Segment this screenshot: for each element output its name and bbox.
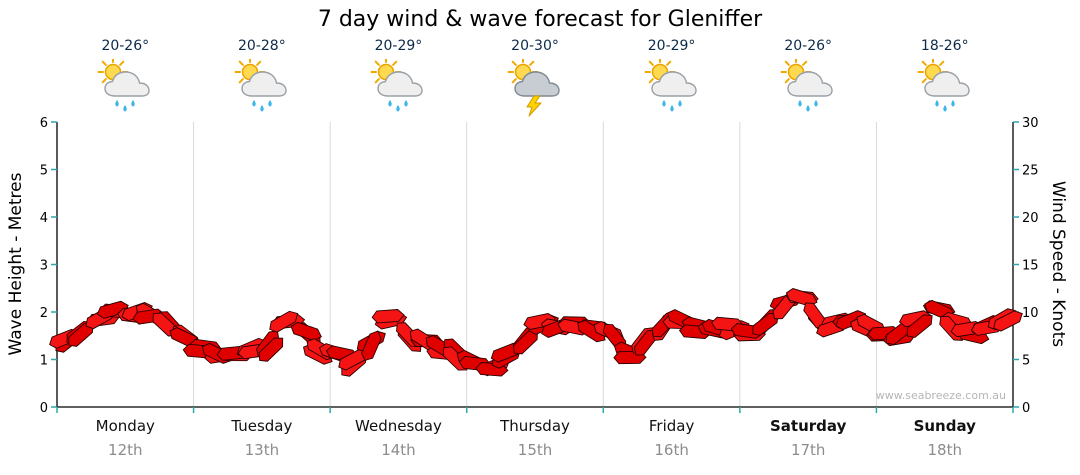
- svg-text:5: 5: [40, 164, 48, 179]
- day-temp: 20-26°: [101, 38, 150, 54]
- svg-text:1: 1: [40, 354, 48, 369]
- wind-wave-band: [49, 288, 1023, 377]
- day-temp: 20-30°: [511, 38, 559, 54]
- day-temp: 20-26°: [784, 38, 833, 54]
- axes: [56, 122, 1014, 408]
- day-dates-row: 12th 13th 14th 15th 16th 17th 18th: [57, 441, 1013, 459]
- sun-cloud-rain-icon: [780, 59, 833, 112]
- day-name: Wednesday: [355, 417, 442, 435]
- sun-cloud-rain-icon: [370, 59, 424, 112]
- svg-text:15: 15: [1022, 259, 1039, 274]
- svg-text:6: 6: [40, 116, 48, 131]
- svg-text:3: 3: [40, 259, 48, 274]
- sun-cloud-rain-icon: [97, 59, 150, 112]
- weather-icon: [194, 59, 331, 117]
- day-date: 14th: [381, 441, 416, 459]
- temperature-row: 20-26° 20-28° 20-29° 20-30° 20-29° 20-26…: [57, 38, 1013, 54]
- svg-text:0: 0: [1022, 401, 1030, 416]
- svg-text:4: 4: [40, 211, 48, 226]
- day-name: Tuesday: [231, 417, 293, 435]
- day-temp: 18-26°: [920, 38, 969, 54]
- weather-icon: [330, 59, 467, 117]
- day-date: 13th: [244, 441, 280, 459]
- day-name: Monday: [95, 417, 155, 435]
- weather-icon: [603, 59, 740, 117]
- weather-icon: [467, 59, 604, 117]
- svg-text:10: 10: [1022, 306, 1039, 321]
- weather-icon: [740, 59, 877, 117]
- sun-cloud-rain-icon: [234, 59, 287, 112]
- day-temp: 20-28°: [238, 38, 286, 54]
- page-title: 7 day wind & wave forecast for Gleniffer: [317, 7, 763, 32]
- day-date: 12th: [108, 441, 143, 459]
- sun-cloud-rain-icon: [917, 59, 970, 112]
- day-name: Saturday: [770, 417, 847, 435]
- day-name: Friday: [648, 417, 695, 435]
- day-date: 15th: [517, 441, 553, 459]
- sun-cloud-rain-icon: [644, 59, 697, 112]
- watermark: www.seabreeze.com.au: [876, 389, 1006, 402]
- wave-height-axis-label: Wave Height - Metres: [6, 172, 26, 356]
- day-names-row: Monday Tuesday Wednesday Thursday Friday…: [57, 417, 1013, 435]
- day-date: 18th: [927, 441, 962, 459]
- day-name: Sunday: [913, 417, 976, 435]
- day-name: Thursday: [500, 417, 570, 435]
- day-temp: 20-29°: [374, 38, 423, 54]
- weather-icon: [876, 59, 1013, 117]
- svg-text:2: 2: [40, 306, 48, 321]
- day-date: 16th: [654, 441, 689, 459]
- svg-text:30: 30: [1022, 116, 1039, 131]
- wind-speed-axis-label: Wind Speed - Knots: [1048, 180, 1068, 348]
- storm-icon: [507, 59, 560, 117]
- svg-text:25: 25: [1022, 164, 1039, 179]
- weather-icon: [57, 59, 194, 117]
- day-date: 17th: [790, 441, 826, 459]
- day-temp: 20-29°: [647, 38, 696, 54]
- svg-text:20: 20: [1022, 211, 1039, 226]
- svg-text:0: 0: [40, 401, 48, 416]
- day-separators: [193, 122, 877, 407]
- svg-text:5: 5: [1022, 354, 1030, 369]
- weather-icons-row: [57, 58, 1013, 118]
- svg-text:www.seabreeze.com.au: www.seabreeze.com.au: [876, 389, 1006, 402]
- axis-ticks: 0 1 2 3 4 5 6 0 5 10 15 20 25 30: [40, 116, 1039, 416]
